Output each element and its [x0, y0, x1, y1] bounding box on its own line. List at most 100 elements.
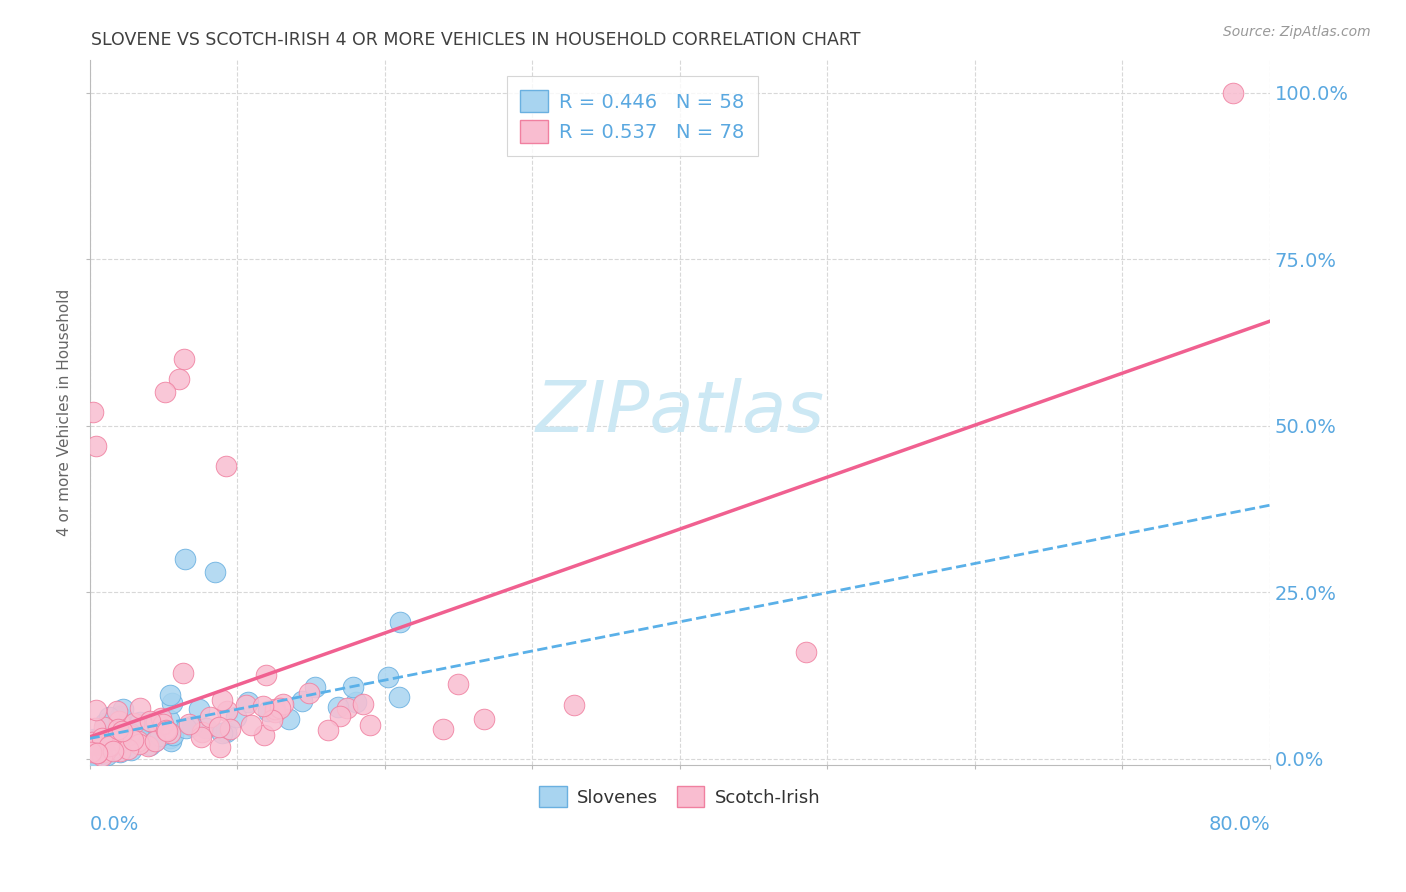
Point: [328, 709, 350, 723]
Point: [145, 715, 167, 730]
Point: [83, 721, 105, 735]
Point: [84, 748, 107, 763]
Point: [388, 615, 411, 629]
Point: [204, 566, 226, 580]
Point: [86, 746, 108, 760]
Point: [107, 722, 129, 736]
Point: [208, 721, 231, 735]
Point: [190, 724, 212, 739]
Point: [388, 690, 411, 704]
Point: [80, 744, 103, 758]
Point: [796, 645, 818, 659]
Point: [94, 745, 117, 759]
Point: [143, 734, 166, 748]
Point: [87, 731, 110, 746]
Point: [180, 719, 202, 733]
Point: [432, 722, 454, 736]
Point: [120, 743, 142, 757]
Point: [118, 728, 141, 742]
Point: [111, 724, 134, 739]
Point: [94, 737, 117, 751]
Point: [211, 726, 233, 740]
Point: [562, 698, 585, 712]
Point: [97, 723, 120, 737]
Point: [96, 748, 118, 763]
Point: [236, 695, 259, 709]
Point: [326, 699, 349, 714]
Point: [129, 701, 152, 715]
Point: [108, 709, 131, 723]
Point: [198, 709, 221, 723]
Point: [91, 738, 114, 752]
Point: [352, 697, 374, 711]
Point: [159, 688, 181, 702]
Point: [162, 728, 184, 742]
Point: [172, 665, 194, 680]
Point: [174, 552, 197, 566]
Point: [97, 710, 120, 724]
Point: [173, 352, 195, 367]
Point: [82, 405, 104, 419]
Point: [84, 703, 107, 717]
Y-axis label: 4 or more Vehicles in Household: 4 or more Vehicles in Household: [58, 289, 72, 536]
Point: [93, 740, 115, 755]
Point: [90, 731, 112, 745]
Point: [359, 718, 381, 732]
Point: [142, 732, 165, 747]
Point: [217, 705, 239, 719]
Point: [208, 739, 231, 754]
Point: [174, 721, 197, 735]
Point: [260, 713, 283, 727]
Point: [97, 741, 120, 756]
Point: [159, 731, 181, 745]
Point: [211, 692, 233, 706]
Point: [304, 680, 326, 694]
Text: Source: ZipAtlas.com: Source: ZipAtlas.com: [1223, 25, 1371, 39]
Point: [215, 725, 238, 739]
Point: [91, 748, 114, 763]
Point: [298, 685, 321, 699]
Point: [83, 738, 105, 752]
Point: [179, 716, 201, 731]
Point: [155, 385, 177, 400]
Point: [84, 738, 107, 752]
Point: [107, 704, 129, 718]
Text: ZIPatlas: ZIPatlas: [536, 378, 824, 447]
Point: [129, 731, 152, 746]
Point: [90, 749, 112, 764]
Point: [98, 739, 121, 754]
Point: [187, 702, 209, 716]
Point: [256, 705, 278, 719]
Point: [219, 722, 242, 736]
Point: [253, 728, 276, 742]
Point: [108, 745, 131, 759]
Point: [155, 723, 177, 738]
Point: [82, 735, 104, 749]
Point: [127, 734, 149, 748]
Text: SLOVENE VS SCOTCH-IRISH 4 OR MORE VEHICLES IN HOUSEHOLD CORRELATION CHART: SLOVENE VS SCOTCH-IRISH 4 OR MORE VEHICL…: [91, 31, 860, 49]
Point: [157, 713, 180, 727]
Point: [169, 372, 191, 386]
Point: [111, 723, 134, 738]
Point: [447, 677, 470, 691]
Point: [100, 744, 122, 758]
Point: [122, 716, 145, 731]
Point: [1222, 86, 1244, 100]
Point: [122, 733, 145, 747]
Point: [93, 716, 115, 731]
Point: [138, 714, 160, 729]
Point: [155, 723, 177, 738]
Point: [162, 696, 184, 710]
Point: [97, 739, 120, 754]
Point: [215, 458, 238, 473]
Point: [128, 737, 150, 751]
Point: [110, 728, 132, 742]
Point: [277, 712, 299, 726]
Point: [118, 726, 141, 740]
Point: [235, 698, 257, 713]
Point: [136, 739, 159, 754]
Point: [342, 680, 364, 694]
Point: [149, 729, 172, 743]
Point: [344, 695, 367, 709]
Point: [472, 713, 495, 727]
